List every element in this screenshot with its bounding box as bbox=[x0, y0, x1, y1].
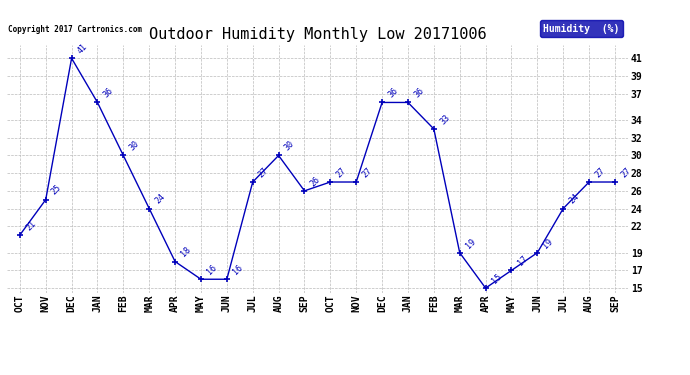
Text: 27: 27 bbox=[360, 166, 374, 179]
Text: 17: 17 bbox=[515, 254, 529, 268]
Text: 19: 19 bbox=[542, 237, 555, 250]
Text: 36: 36 bbox=[386, 86, 400, 100]
Text: 16: 16 bbox=[231, 263, 244, 276]
Text: Copyright 2017 Cartronics.com: Copyright 2017 Cartronics.com bbox=[8, 25, 142, 34]
Text: 27: 27 bbox=[335, 166, 348, 179]
Text: 30: 30 bbox=[283, 139, 296, 153]
Text: 27: 27 bbox=[257, 166, 270, 179]
Text: 36: 36 bbox=[101, 86, 115, 100]
Text: 21: 21 bbox=[24, 219, 37, 232]
Title: Outdoor Humidity Monthly Low 20171006: Outdoor Humidity Monthly Low 20171006 bbox=[148, 27, 486, 42]
Text: 24: 24 bbox=[567, 192, 581, 206]
Text: 24: 24 bbox=[153, 192, 167, 206]
Text: 26: 26 bbox=[308, 175, 322, 188]
Legend: Humidity  (%): Humidity (%) bbox=[540, 20, 623, 37]
Text: 36: 36 bbox=[412, 86, 426, 100]
Text: 27: 27 bbox=[593, 166, 607, 179]
Text: 16: 16 bbox=[205, 263, 219, 276]
Text: 33: 33 bbox=[438, 113, 451, 126]
Text: 27: 27 bbox=[619, 166, 633, 179]
Text: 19: 19 bbox=[464, 237, 477, 250]
Text: 41: 41 bbox=[76, 42, 89, 56]
Text: 30: 30 bbox=[128, 139, 141, 153]
Text: 15: 15 bbox=[490, 272, 503, 285]
Text: 18: 18 bbox=[179, 245, 193, 259]
Text: 25: 25 bbox=[50, 183, 63, 197]
